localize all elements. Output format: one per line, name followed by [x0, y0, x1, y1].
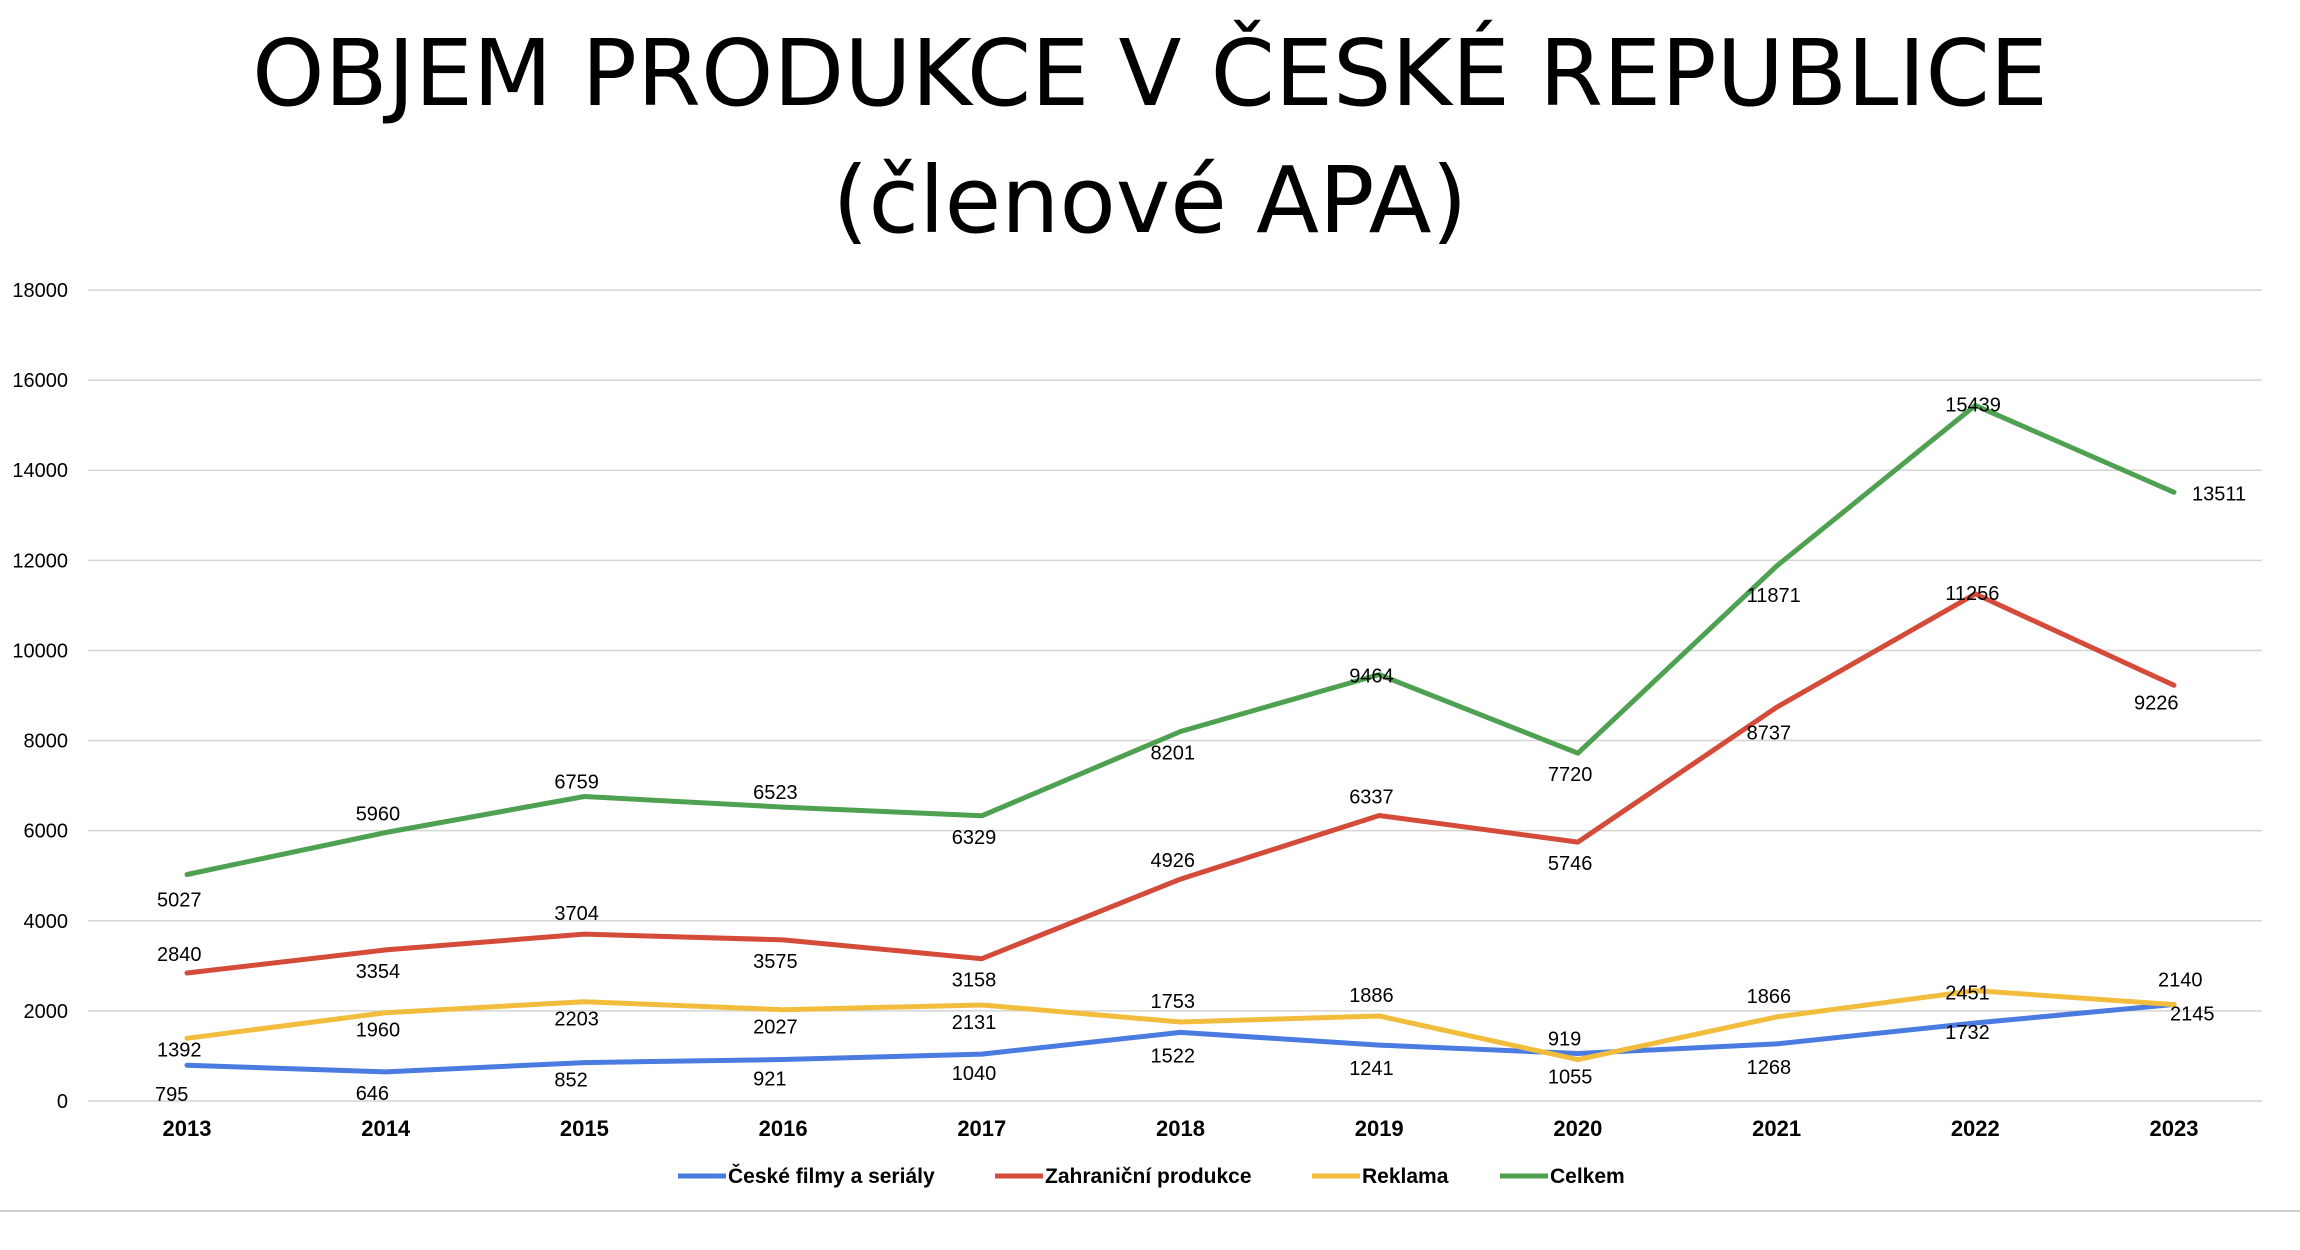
data-label: 5746: [1548, 853, 1593, 875]
data-label: 11256: [1945, 583, 1999, 605]
x-tick-label: 2023: [2150, 1116, 2199, 1141]
data-label: 9226: [2134, 692, 2179, 714]
x-axis-ticks: 2013 2014 2015 2016 2017 2018 2019 2020 2021 2022…: [163, 1116, 2199, 1141]
x-tick-label: 2013: [163, 1116, 212, 1141]
x-tick-label: 2021: [1752, 1116, 1801, 1141]
data-label: 9464: [1349, 666, 1394, 688]
data-label: 2840: [157, 944, 202, 966]
series-line: [184, 988, 2177, 1063]
legend-label: Zahraniční produkce: [1045, 1165, 1252, 1188]
y-tick-label: 2000: [24, 1001, 69, 1023]
data-label: 11871: [1747, 585, 1801, 607]
data-label: 15439: [1945, 394, 2001, 416]
data-label: 6759: [554, 771, 599, 793]
y-tick-label: 4000: [24, 911, 69, 933]
y-tick-label: 18000: [12, 280, 68, 302]
x-tick-label: 2020: [1553, 1116, 1602, 1141]
gridlines: [0, 289, 2300, 1212]
data-label: 3704: [554, 903, 599, 925]
y-axis-ticks: 0 2000 4000 6000 8000 10000 12000 14000 16000 180…: [12, 280, 68, 1113]
x-tick-label: 2016: [759, 1116, 808, 1141]
data-label: 4926: [1151, 850, 1196, 872]
data-label: 1522: [1151, 1045, 1196, 1067]
chart-title: OBJEM PRODUKCE V ČESKÉ REPUBLICE: [252, 20, 2048, 127]
data-label: 1866: [1747, 986, 1792, 1008]
series-line: [184, 591, 2177, 976]
series-line: [184, 1001, 2177, 1075]
data-label: 8201: [1151, 742, 1196, 764]
data-label: 2027: [753, 1017, 798, 1039]
data-label: 1241: [1349, 1058, 1394, 1080]
y-tick-label: 12000: [12, 550, 68, 572]
y-tick-label: 16000: [12, 370, 68, 392]
x-tick-label: 2017: [957, 1116, 1006, 1141]
data-label: 1753: [1151, 991, 1196, 1013]
y-tick-label: 8000: [24, 731, 69, 753]
x-tick-label: 2018: [1156, 1116, 1205, 1141]
legend-label: Celkem: [1550, 1165, 1625, 1188]
data-label: 1392: [157, 1039, 202, 1061]
data-label: 919: [1548, 1029, 1581, 1051]
data-label: 6337: [1349, 786, 1394, 808]
data-label: 5027: [157, 890, 202, 912]
y-tick-label: 6000: [24, 821, 69, 843]
x-tick-label: 2019: [1355, 1116, 1404, 1141]
chart-subtitle: (členové APA): [832, 147, 1468, 254]
y-tick-label: 0: [57, 1091, 68, 1113]
data-label: 5960: [356, 803, 401, 825]
data-label: 795: [155, 1084, 188, 1106]
data-label: 2131: [952, 1012, 997, 1034]
data-label: 1040: [952, 1063, 997, 1085]
data-label: 2203: [554, 1009, 599, 1031]
data-label: 3158: [952, 970, 997, 992]
x-tick-label: 2015: [560, 1116, 609, 1141]
data-label: 2145: [2170, 1003, 2215, 1025]
data-label: 1732: [1945, 1022, 1990, 1044]
x-tick-label: 2022: [1951, 1116, 2000, 1141]
data-label: 1886: [1349, 985, 1394, 1007]
data-label: 852: [554, 1070, 587, 1092]
data-labels: 795 646 852 921 1040 1522 1241 1055 1268 1732 2145…: [155, 394, 2246, 1106]
series-lines: [184, 402, 2177, 1075]
data-label: 2140: [2158, 970, 2203, 992]
y-tick-label: 14000: [12, 460, 68, 482]
data-label: 646: [356, 1083, 389, 1105]
data-label: 6523: [753, 782, 798, 804]
data-label: 1055: [1548, 1066, 1593, 1088]
data-label: 3575: [753, 951, 798, 973]
data-label: 1960: [356, 1020, 401, 1042]
data-label: 13511: [2192, 483, 2246, 505]
y-tick-label: 10000: [12, 640, 68, 662]
legend-label: České filmy a seriály: [728, 1164, 935, 1188]
x-tick-label: 2014: [361, 1116, 411, 1141]
legend-label: Reklama: [1362, 1165, 1449, 1188]
data-label: 6329: [952, 827, 997, 849]
data-label: 2451: [1945, 983, 1990, 1005]
data-label: 7720: [1548, 764, 1593, 786]
data-label: 921: [753, 1069, 786, 1091]
legend: České filmy a seriály Zahraniční produkce…: [678, 1164, 1625, 1188]
series-line: [184, 402, 2177, 877]
data-label: 1268: [1747, 1057, 1792, 1079]
data-label: 8737: [1747, 722, 1792, 744]
data-label: 3354: [356, 961, 401, 983]
